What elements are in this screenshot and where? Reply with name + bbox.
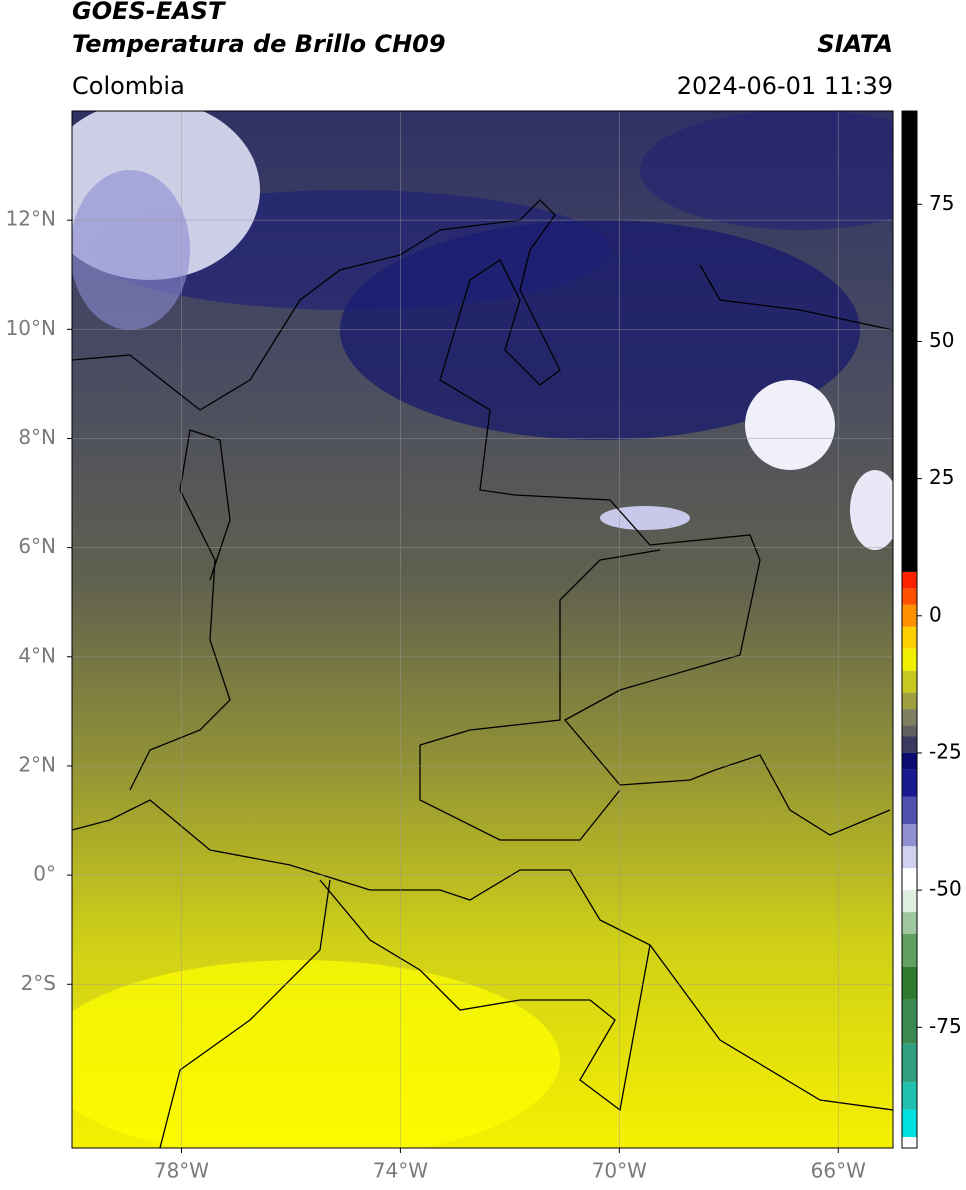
colorbar-segment <box>902 626 917 649</box>
map-image <box>72 111 893 1148</box>
y-tick-label: 10°N <box>6 316 56 340</box>
colorbar-segment <box>902 571 917 589</box>
colorbar-segment <box>902 966 917 1000</box>
x-tick-label: 66°W <box>811 1159 866 1183</box>
colorbar-segment <box>902 588 917 605</box>
datetime: 2024-06-01 11:39 <box>677 72 893 100</box>
y-tick-label: 0° <box>33 862 56 886</box>
colorbar-segment <box>902 769 917 797</box>
colorbar-segment <box>902 709 917 726</box>
colorbar-segment <box>902 1137 917 1148</box>
colorbar-segment <box>902 692 917 710</box>
colorbar-tick-label: -75 <box>929 1014 962 1038</box>
borders <box>72 199 893 1148</box>
colorbar-segment <box>902 736 917 753</box>
colorbar-segment <box>902 648 917 671</box>
colorbar-tick-label: -50 <box>929 877 962 901</box>
colorbar-segment <box>902 824 917 847</box>
colorbar-segment <box>902 912 917 935</box>
y-tick-label: 4°N <box>18 643 56 667</box>
y-tick-label: 6°N <box>18 534 56 558</box>
x-tick-label: 70°W <box>592 1159 647 1183</box>
y-tick-label: 8°N <box>18 425 56 449</box>
colorbar-segment <box>902 890 917 913</box>
colorbar-tick-label: 25 <box>929 465 954 489</box>
y-tick-label: 2°S <box>21 971 56 995</box>
colorbar-segment <box>902 670 917 693</box>
title: GOES-EAST <box>72 0 226 25</box>
colorbar-segment <box>902 1109 917 1138</box>
y-tick-label: 12°N <box>6 207 56 231</box>
x-tick-label: 78°W <box>154 1159 209 1183</box>
colorbar-segment <box>902 604 917 627</box>
map-frame <box>71 110 894 1149</box>
y-tick-label: 2°N <box>18 752 56 776</box>
colorbar-segment <box>902 725 917 737</box>
subtitle: Temperatura de Brillo CH09 <box>72 30 446 58</box>
colorbar-tick-label: -25 <box>929 739 962 763</box>
colorbar-segment <box>902 796 917 825</box>
colorbar-tick-label: 0 <box>929 602 942 626</box>
region: Colombia <box>72 72 185 100</box>
source: SIATA <box>817 30 893 58</box>
colorbar-segment <box>902 111 917 572</box>
x-tick-label: 74°W <box>373 1159 428 1183</box>
colorbar-tick-label: 50 <box>929 328 954 352</box>
colorbar-segment <box>902 846 917 869</box>
colorbar-segment <box>902 1043 917 1083</box>
colorbar-segment <box>902 934 917 967</box>
colorbar-segment <box>902 752 917 770</box>
colorbar-tick-label: 75 <box>929 191 954 215</box>
colorbar-frame <box>901 110 918 1149</box>
colorbar-segment <box>902 999 917 1044</box>
colorbar-segment <box>902 1082 917 1110</box>
colorbar-segment <box>902 868 917 891</box>
